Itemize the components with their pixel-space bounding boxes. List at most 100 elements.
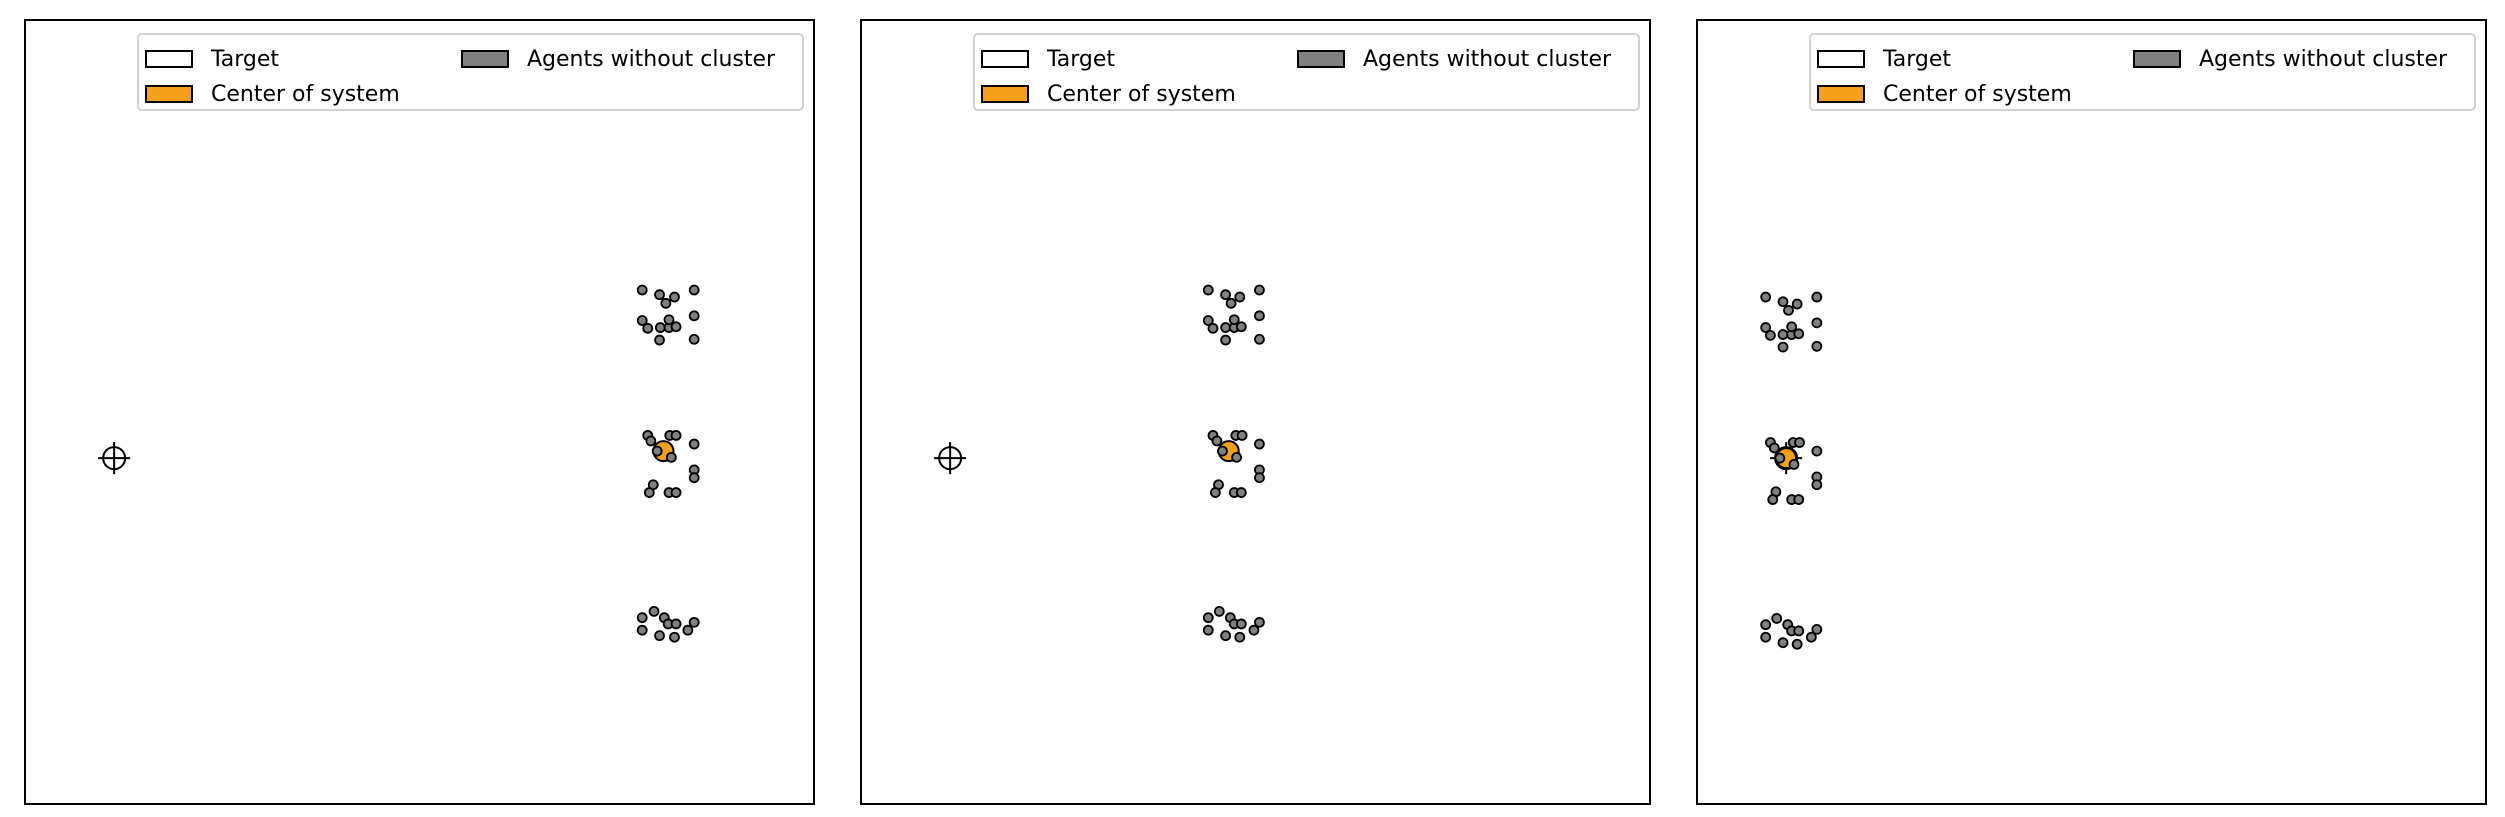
agent-point xyxy=(688,333,700,345)
agent-point xyxy=(669,631,680,643)
legend: Target Center of system Agents without c… xyxy=(1809,33,2476,111)
legend-label-agents: Agents without cluster xyxy=(1363,46,1612,72)
scatter-plot-3 xyxy=(1760,291,1823,650)
legend-label-center: Center of system xyxy=(211,81,400,107)
agent-point xyxy=(1811,623,1823,635)
agent-point xyxy=(1811,317,1823,329)
legend-item-target: Target xyxy=(1817,45,1951,73)
legend-item-center: Center of system xyxy=(145,80,400,108)
agent-point xyxy=(688,472,700,484)
agent-point xyxy=(1793,625,1805,637)
agent-point xyxy=(688,438,700,450)
agent-point xyxy=(1254,310,1265,322)
plot-panel-2: Target Center of system Agents without c… xyxy=(860,19,1651,805)
target-marker xyxy=(934,442,967,475)
agent-point xyxy=(648,606,660,617)
agent-point xyxy=(1767,494,1779,505)
agent-point xyxy=(670,487,682,498)
agent-point xyxy=(1791,638,1803,650)
legend: Target Center of system Agents without c… xyxy=(973,33,1640,111)
agent-point xyxy=(1777,329,1789,340)
agent-point xyxy=(636,315,648,326)
agent-point xyxy=(1231,451,1243,463)
agent-point xyxy=(660,297,672,309)
target-swatch xyxy=(981,50,1029,68)
agent-point xyxy=(1254,333,1265,345)
agent-point xyxy=(688,616,700,628)
agent-point xyxy=(1760,322,1772,333)
legend-label-target: Target xyxy=(211,46,280,72)
agent-point xyxy=(1794,437,1805,448)
agent-point xyxy=(645,435,657,447)
agent-point xyxy=(654,334,665,346)
legend-item-target: Target xyxy=(981,45,1115,73)
agents-swatch xyxy=(461,50,509,68)
legend-item-center: Center of system xyxy=(981,80,1236,108)
agent-point xyxy=(1774,452,1786,464)
agent-point xyxy=(1220,289,1231,301)
agent-point xyxy=(688,284,700,296)
legend-item-agents: Agents without cluster xyxy=(1297,45,1611,73)
agent-point xyxy=(1236,430,1248,441)
target-swatch xyxy=(145,50,193,68)
agent-point xyxy=(1791,298,1803,310)
agent-point xyxy=(1220,630,1231,642)
agent-point xyxy=(1765,329,1776,341)
legend-label-target: Target xyxy=(1047,46,1116,72)
agent-point xyxy=(1248,624,1260,636)
agent-point xyxy=(682,624,694,636)
agents-swatch xyxy=(2133,50,2181,68)
scatter-plot-2 xyxy=(934,284,1265,643)
agent-point xyxy=(1202,315,1214,326)
agent-point xyxy=(1225,297,1237,309)
agent-point xyxy=(1254,472,1265,484)
agent-point xyxy=(1760,631,1772,643)
agent-point xyxy=(669,291,680,303)
agent-point xyxy=(1213,606,1225,617)
agent-point xyxy=(1811,479,1823,491)
center-swatch xyxy=(1817,85,1865,103)
center-swatch xyxy=(145,85,193,103)
agent-point xyxy=(1228,314,1240,326)
target-marker xyxy=(98,442,131,475)
agent-point xyxy=(1760,619,1772,631)
legend-label-center: Center of system xyxy=(1047,81,1236,107)
agent-point xyxy=(1811,445,1823,457)
agent-point xyxy=(665,451,677,463)
scatter-plot-1 xyxy=(98,284,700,643)
target-swatch xyxy=(1817,50,1865,68)
agent-point xyxy=(636,284,648,296)
center-swatch xyxy=(981,85,1029,103)
legend-label-target: Target xyxy=(1883,46,1952,72)
agent-point xyxy=(1202,612,1214,624)
legend-label-agents: Agents without cluster xyxy=(2199,46,2448,72)
agent-point xyxy=(1777,341,1789,353)
agent-point xyxy=(1234,291,1246,303)
agent-point xyxy=(1777,296,1789,308)
agent-point xyxy=(654,322,666,333)
agent-point xyxy=(670,321,682,333)
agent-point xyxy=(663,314,675,326)
agent-point xyxy=(1209,487,1221,498)
plot-panel-1: Target Center of system Agents without c… xyxy=(24,19,815,805)
agent-point xyxy=(654,630,665,642)
legend: Target Center of system Agents without c… xyxy=(137,33,804,111)
plot-panel-3: Target Center of system Agents without c… xyxy=(1696,19,2487,805)
agent-point xyxy=(1207,322,1219,334)
agent-point xyxy=(642,322,654,334)
legend-item-agents: Agents without cluster xyxy=(461,45,775,73)
agent-point xyxy=(1805,631,1817,643)
agent-point xyxy=(636,624,648,636)
agent-point xyxy=(1788,458,1800,470)
legend-item-center: Center of system xyxy=(1817,80,2072,108)
agent-point xyxy=(688,310,700,322)
agent-point xyxy=(1235,321,1247,333)
agent-point xyxy=(636,612,648,624)
agent-point xyxy=(1220,322,1231,333)
agent-point xyxy=(670,618,682,630)
agent-point xyxy=(1202,284,1214,296)
legend-label-agents: Agents without cluster xyxy=(527,46,776,72)
agent-point xyxy=(1771,613,1783,624)
agent-point xyxy=(1211,435,1223,447)
agent-point xyxy=(1777,637,1789,649)
